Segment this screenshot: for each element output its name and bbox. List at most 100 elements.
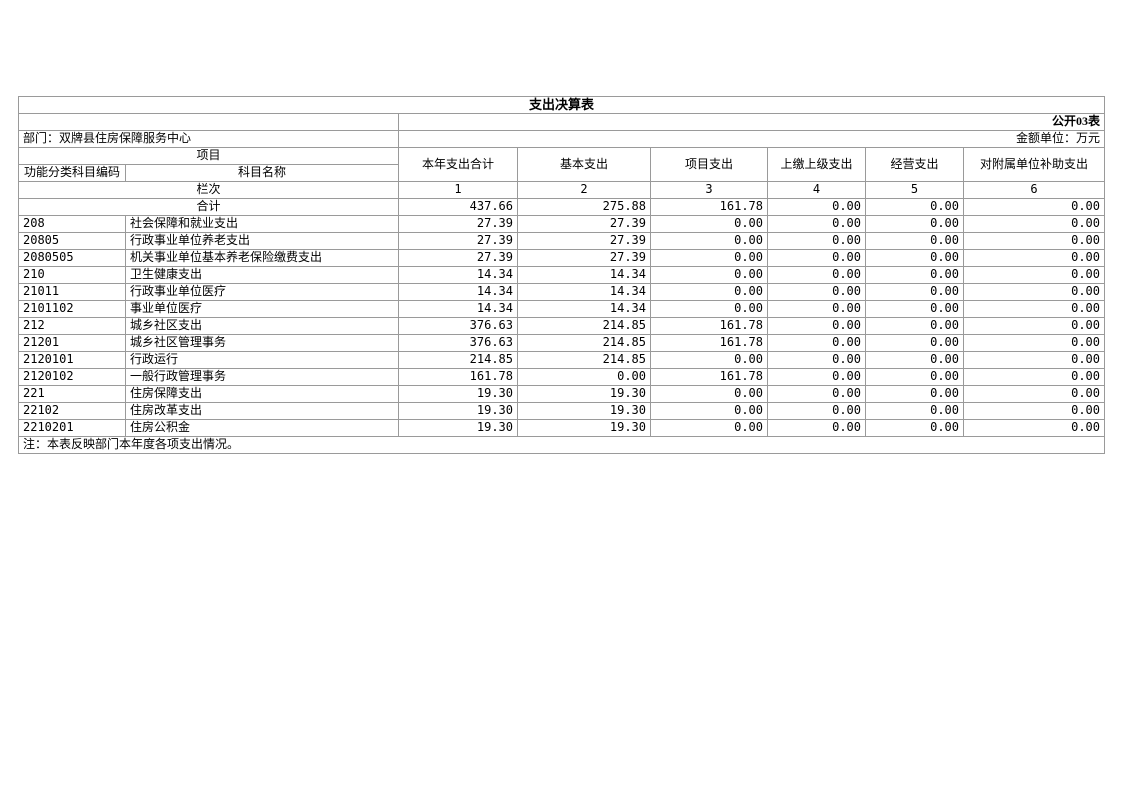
table-row: 22102 住房改革支出 19.30 19.30 0.00 0.00 0.00 0.00 <box>18 402 1106 420</box>
value-column-header-4: 上缴上级支出 <box>767 147 866 182</box>
expenditure-table: 支出决算表 公开03表 部门：双牌县住房保障服务中心 金额单位：万元 项目 本年… <box>17 96 1106 454</box>
value-cell: 0.00 <box>865 300 964 318</box>
table-row: 2080505 机关事业单位基本养老保险缴费支出 27.39 27.39 0.00 0.0… <box>18 249 1106 267</box>
subject-name-cell: 事业单位医疗 <box>125 300 399 318</box>
value-cell: 19.30 <box>398 419 518 437</box>
table-row: 210 卫生健康支出 14.34 14.34 0.00 0.00 0.00 0.00 <box>18 266 1106 284</box>
value-cell: 0.00 <box>865 402 964 420</box>
value-cell: 0.00 <box>767 402 866 420</box>
value-column-header-2: 基本支出 <box>517 147 651 182</box>
value-cell: 19.30 <box>517 402 651 420</box>
value-cell: 376.63 <box>398 317 518 335</box>
value-column-header-1: 本年支出合计 <box>398 147 518 182</box>
value-cell: 0.00 <box>650 266 768 284</box>
value-cell: 27.39 <box>517 232 651 250</box>
value-cell: 0.00 <box>650 300 768 318</box>
total-row: 合计 437.66 275.88 161.78 0.00 0.00 0.00 <box>18 198 1106 216</box>
value-cell: 0.00 <box>962 351 1106 369</box>
subject-code-cell: 22102 <box>18 402 126 420</box>
value-cell: 0.00 <box>865 215 964 233</box>
value-cell: 27.39 <box>398 215 518 233</box>
name-column-header: 科目名称 <box>125 164 399 182</box>
column-index-5: 5 <box>865 181 964 199</box>
value-cell: 161.78 <box>650 317 768 335</box>
total-label: 合计 <box>18 198 399 216</box>
subject-code-cell: 2210201 <box>18 419 126 437</box>
subject-code-cell: 21011 <box>18 283 126 301</box>
header-row-group: 项目 本年支出合计 基本支出 项目支出 上缴上级支出 经营支出 对附属单位补助支出 <box>18 147 1106 182</box>
column-index-2: 2 <box>517 181 651 199</box>
value-cell: 376.63 <box>398 334 518 352</box>
value-cell: 0.00 <box>650 283 768 301</box>
table-row: 212 城乡社区支出 376.63 214.85 161.78 0.00 0.00 0.00 <box>18 317 1106 335</box>
blank-cell <box>18 113 399 131</box>
subject-name-cell: 一般行政管理事务 <box>125 368 399 386</box>
value-column-header-6: 对附属单位补助支出 <box>962 147 1106 182</box>
value-cell: 0.00 <box>767 300 866 318</box>
value-cell: 0.00 <box>962 232 1106 250</box>
value-cell: 0.00 <box>962 283 1106 301</box>
value-cell: 0.00 <box>650 232 768 250</box>
value-cell: 0.00 <box>767 351 866 369</box>
value-cell: 27.39 <box>398 232 518 250</box>
subject-code-cell: 208 <box>18 215 126 233</box>
note-row: 注：本表反映部门本年度各项支出情况。 <box>17 436 1106 454</box>
value-cell: 19.30 <box>398 402 518 420</box>
subject-code-cell: 2080505 <box>18 249 126 267</box>
value-cell: 0.00 <box>650 351 768 369</box>
value-cell: 214.85 <box>398 351 518 369</box>
value-cell: 0.00 <box>865 249 964 267</box>
value-cell: 0.00 <box>865 283 964 301</box>
form-code-row: 公开03表 <box>18 113 1106 131</box>
table-row: 21201 城乡社区管理事务 376.63 214.85 161.78 0.00 0.00 0… <box>18 334 1106 352</box>
department-row: 部门：双牌县住房保障服务中心 金额单位：万元 <box>18 130 1106 148</box>
value-cell: 0.00 <box>865 334 964 352</box>
value-cell: 14.34 <box>398 266 518 284</box>
value-cell: 14.34 <box>517 266 651 284</box>
column-index-label: 栏次 <box>18 181 399 199</box>
expenditure-statement-sheet: 支出决算表 公开03表 部门：双牌县住房保障服务中心 金额单位：万元 项目 本年… <box>17 96 1106 454</box>
value-cell: 0.00 <box>962 266 1106 284</box>
value-cell: 0.00 <box>517 368 651 386</box>
subject-code-cell: 2120102 <box>18 368 126 386</box>
value-cell: 0.00 <box>767 249 866 267</box>
value-cell: 0.00 <box>767 419 866 437</box>
value-cell: 0.00 <box>650 419 768 437</box>
subject-name-cell: 住房保障支出 <box>125 385 399 403</box>
total-value-5: 0.00 <box>865 198 964 216</box>
department-label: 部门：双牌县住房保障服务中心 <box>18 130 399 148</box>
value-cell: 0.00 <box>865 266 964 284</box>
column-index-1: 1 <box>398 181 518 199</box>
value-column-header-3: 项目支出 <box>650 147 768 182</box>
value-cell: 0.00 <box>865 368 964 386</box>
value-cell: 0.00 <box>767 232 866 250</box>
subject-name-cell: 城乡社区管理事务 <box>125 334 399 352</box>
table-row: 221 住房保障支出 19.30 19.30 0.00 0.00 0.00 0.00 <box>18 385 1106 403</box>
value-cell: 27.39 <box>517 215 651 233</box>
project-group-header: 项目 <box>18 147 399 165</box>
value-cell: 0.00 <box>767 283 866 301</box>
value-cell: 0.00 <box>767 317 866 335</box>
value-cell: 214.85 <box>517 317 651 335</box>
value-cell: 27.39 <box>517 249 651 267</box>
subject-name-cell: 住房公积金 <box>125 419 399 437</box>
value-cell: 14.34 <box>398 300 518 318</box>
subject-name-cell: 机关事业单位基本养老保险缴费支出 <box>125 249 399 267</box>
column-index-4: 4 <box>767 181 866 199</box>
value-cell: 0.00 <box>865 232 964 250</box>
value-cell: 0.00 <box>962 249 1106 267</box>
value-cell: 0.00 <box>962 402 1106 420</box>
total-value-3: 161.78 <box>650 198 768 216</box>
value-cell: 0.00 <box>865 351 964 369</box>
form-code-label: 公开03表 <box>397 113 1106 131</box>
value-cell: 14.34 <box>517 300 651 318</box>
table-row: 21011 行政事业单位医疗 14.34 14.34 0.00 0.00 0.00 0.00 <box>18 283 1106 301</box>
value-cell: 0.00 <box>962 368 1106 386</box>
column-index-3: 3 <box>650 181 768 199</box>
value-cell: 0.00 <box>962 300 1106 318</box>
value-column-header-5: 经营支出 <box>865 147 964 182</box>
value-cell: 0.00 <box>650 402 768 420</box>
value-cell: 0.00 <box>962 215 1106 233</box>
subject-name-cell: 行政事业单位医疗 <box>125 283 399 301</box>
